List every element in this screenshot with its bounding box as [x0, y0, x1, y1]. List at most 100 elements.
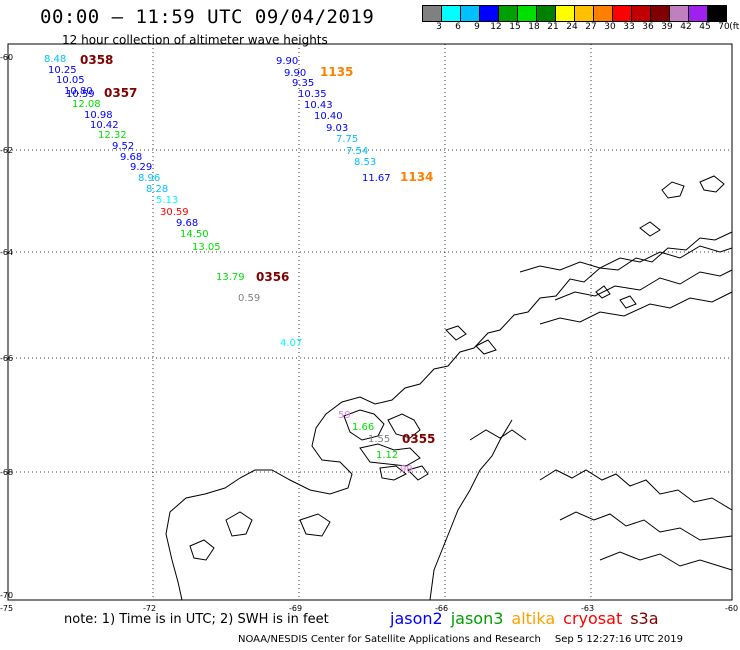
wave-height-value: 10.25 [48, 65, 77, 76]
wave-height-value: 12.32 [98, 130, 127, 141]
lat-tick: -62 [0, 146, 13, 155]
lat-tick: -66 [0, 354, 13, 363]
wave-height-value: 10.35 [298, 89, 327, 100]
wave-height-value: 4.07 [280, 338, 302, 349]
graticule [8, 44, 732, 600]
wave-height-value: 9.03 [326, 123, 348, 134]
wave-height-value: 10.59 [66, 89, 95, 100]
colorbar-swatch [518, 5, 537, 22]
coastlines [165, 175, 733, 601]
lat-tick: -64 [0, 248, 13, 257]
colorbar-label: 21 [547, 22, 559, 32]
colorbar-label: 12 [490, 22, 502, 32]
colorbar-label: (ft) [729, 22, 740, 32]
colorbar-label: 3 [436, 22, 442, 32]
wave-height-value: 9.68 [120, 152, 142, 163]
satellite-tracks: 8.4810.2510.0510.8010.59035812.0810.9810… [44, 53, 435, 475]
pass-time-label: 0358 [80, 53, 113, 67]
colorbar-swatch [442, 5, 461, 22]
colorbar-swatch [480, 5, 499, 22]
footnote: note: 1) Time is in UTC; 2) SWH is in fe… [64, 612, 329, 627]
colorbar-label: 42 [680, 22, 692, 32]
wave-height-value: 7.75 [336, 134, 358, 145]
colorbar-swatch [670, 5, 689, 22]
page-title: 00:00 – 11:59 UTC 09/04/2019 [40, 6, 375, 28]
colorbar-label: 18 [528, 22, 540, 32]
wave-height-value: 5.13 [156, 195, 178, 206]
lat-tick: -70 [0, 591, 13, 600]
colorbar-label: 15 [509, 22, 521, 32]
lon-tick: -69 [289, 604, 302, 613]
wave-height-value: 13.79 [216, 272, 245, 283]
colorbar-label: 70 [718, 22, 730, 32]
lon-tick: -60 [725, 604, 738, 613]
pass-time-label: 0356 [256, 270, 289, 284]
colorbar-swatch [499, 5, 518, 22]
lat-tick: -60 [0, 53, 13, 62]
wave-height-value: 10.05 [56, 75, 85, 86]
lon-tick: -63 [581, 604, 594, 613]
colorbar-swatch [651, 5, 670, 22]
wave-height-value: 9.90 [284, 68, 306, 79]
lon-tick-labels: -75 -72 -69 -66 -63 -60 [0, 604, 738, 613]
wave-height-value: 10.43 [304, 100, 333, 111]
legend-jason3: jason3 [450, 609, 504, 628]
wave-height-value: 8.28 [146, 184, 168, 195]
colorbar-swatch [613, 5, 632, 22]
wave-height-value: 8.53 [354, 157, 376, 168]
credit-timestamp: Sep 5 12:27:16 UTC 2019 [554, 634, 683, 645]
wave-height-value: 10.40 [314, 111, 343, 122]
wave-height-value: 9.52 [112, 141, 134, 152]
wave-height-value: 8.48 [44, 54, 66, 65]
colorbar-swatch [575, 5, 594, 22]
colorbar-label: 27 [585, 22, 597, 32]
wave-height-value: 59 [338, 410, 351, 421]
legend-altika: altika [511, 609, 556, 628]
colorbar-swatch [461, 5, 480, 22]
wave-height-value: 9.68 [176, 218, 198, 229]
wave-height-value: 9.29 [130, 162, 152, 173]
colorbar-label: 6 [455, 22, 461, 32]
credit-text: NOAA/NESDIS Center for Satellite Applica… [238, 634, 541, 645]
wave-height-value: 13.05 [192, 242, 221, 253]
colorbar-swatch [632, 5, 651, 22]
legend-cryosat: cryosat [563, 609, 623, 628]
wave-height-value: 11.67 [362, 173, 391, 184]
legend-s3a: s3a [630, 609, 659, 628]
colorbar-swatch [708, 5, 727, 22]
colorbar-label: 24 [566, 22, 578, 32]
pass-time-label: 0357 [104, 86, 137, 100]
lat-tick: -68 [0, 468, 13, 477]
colorbar [422, 5, 727, 22]
wave-height-value: 30.59 [160, 207, 189, 218]
colorbar-swatch [594, 5, 613, 22]
colorbar-label: 9 [474, 22, 480, 32]
lon-tick: -66 [435, 604, 448, 613]
satellite-legend: jason2 jason3 altika cryosat s3a [390, 609, 667, 628]
wave-height-value: 9.90 [276, 56, 298, 67]
wave-height-value: 99 [400, 464, 413, 475]
lon-tick: -75 [0, 604, 13, 613]
wave-height-value: 12.08 [72, 99, 101, 110]
colorbar-swatch [689, 5, 708, 22]
wave-height-value: 14.50 [180, 229, 209, 240]
wave-height-value: 8.96 [138, 173, 160, 184]
wave-height-value: 0.59 [238, 293, 260, 304]
wave-height-value: 9.35 [292, 78, 314, 89]
colorbar-swatch [422, 5, 442, 22]
colorbar-label: 33 [623, 22, 635, 32]
lat-tick-labels: -60 -62 -64 -66 -68 -70 [0, 53, 13, 600]
wave-height-value: 10.98 [84, 110, 113, 121]
wave-height-value: 10.80 [64, 86, 93, 97]
lon-tick: -72 [143, 604, 156, 613]
pass-time-label: 1134 [400, 170, 433, 184]
colorbar-swatch [556, 5, 575, 22]
colorbar-label: 45 [699, 22, 711, 32]
wave-height-value: 10.42 [90, 120, 119, 131]
colorbar-label: 36 [642, 22, 654, 32]
pass-time-label: 0355 [402, 432, 435, 446]
credit-line: NOAA/NESDIS Center for Satellite Applica… [238, 634, 683, 645]
wave-height-value: 1.55 [368, 434, 390, 445]
colorbar-label: 39 [661, 22, 673, 32]
